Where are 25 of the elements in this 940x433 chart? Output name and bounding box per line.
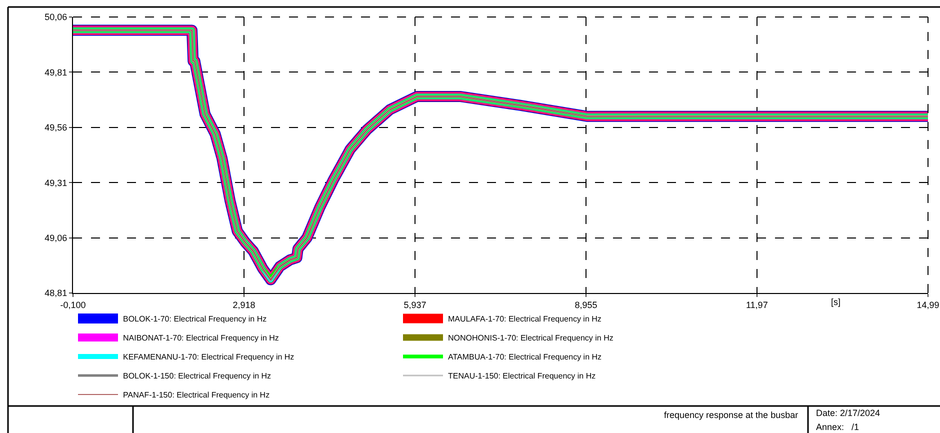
x-tick-label: 8,955	[574, 300, 598, 310]
text: Annex: /1	[816, 422, 860, 432]
x-tick-label: 5,937	[404, 300, 426, 310]
legend-label: MAULAFA-1-70: Electrical Frequency in Hz	[448, 314, 602, 324]
legend-label: PANAF-1-150: Electrical Frequency in Hz	[123, 390, 270, 400]
legend-label: BOLOK-1-150: Electrical Frequency in Hz	[123, 372, 272, 381]
y-tick-label: 50,06	[44, 12, 68, 22]
legend-label: ATAMBUA-1-70: Electrical Frequency in Hz	[448, 352, 602, 362]
legend-label: NONOHONIS-1-70: Electrical Frequency in Hz	[448, 334, 614, 343]
legend-label: KEFAMENANU-1-70: Electrical Frequency in Hz	[123, 352, 294, 362]
x-axis-title: [s]	[831, 297, 841, 307]
y-tick-label: 49,06	[44, 232, 68, 243]
text: Date: 2/17/2024	[816, 408, 880, 418]
y-tick-label: 49,31	[44, 178, 68, 188]
x-tick-label: -0,100	[60, 300, 86, 310]
legend-label: TENAU-1-150: Electrical Frequency in Hz	[448, 372, 596, 381]
text: frequency response at the busbar	[664, 410, 798, 420]
y-tick-label: 48,81	[44, 288, 68, 298]
x-tick-label: 11,97	[746, 300, 768, 310]
y-tick-label: 49,81	[44, 67, 68, 78]
y-tick-label: 49,56	[44, 122, 68, 133]
x-tick-label: 2,918	[232, 300, 256, 310]
legend-label: BOLOK-1-70: Electrical Frequency in Hz	[123, 314, 267, 324]
x-tick-label: 14,99	[916, 300, 940, 310]
legend-label: NAIBONAT-1-70: Electrical Frequency in Hz	[123, 334, 279, 343]
